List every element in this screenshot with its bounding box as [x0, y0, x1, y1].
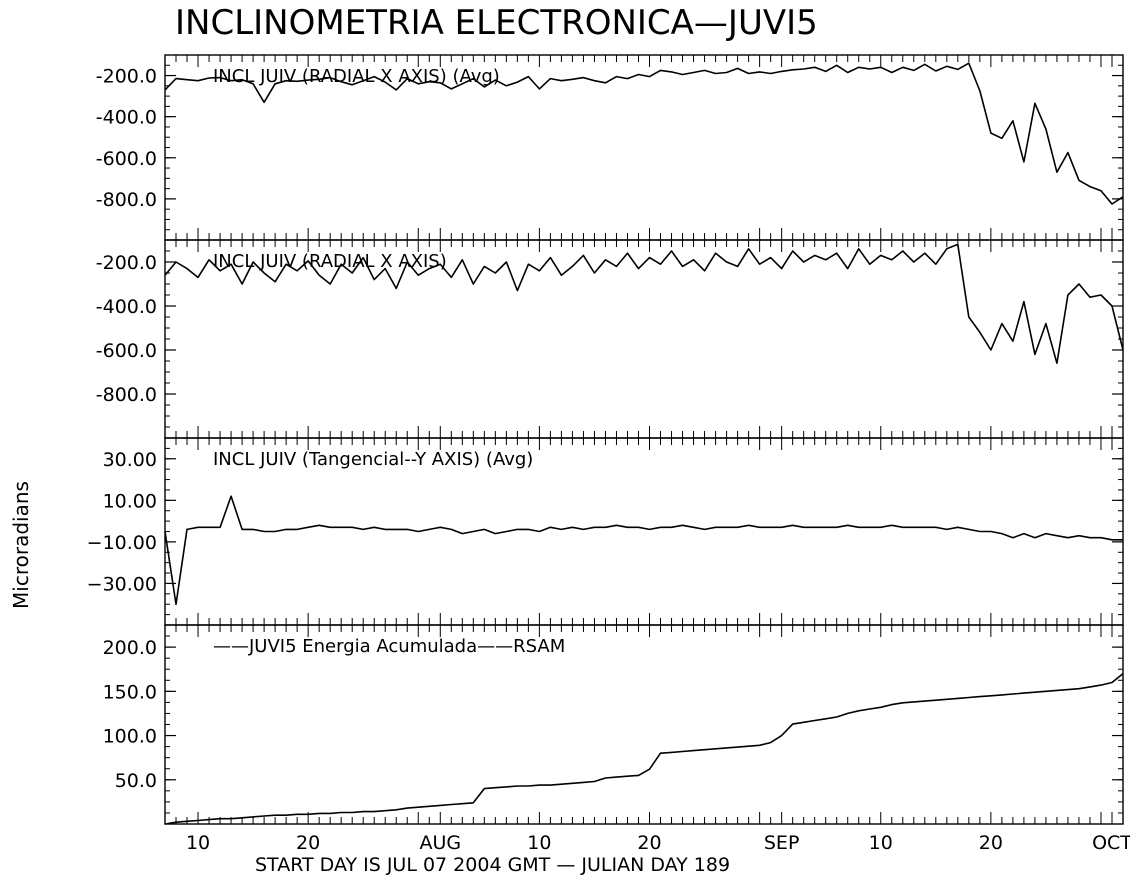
y-tick-label: 10.00	[103, 490, 157, 512]
y-tick-label: 150.0	[103, 681, 157, 703]
y-tick-label: -200.0	[96, 66, 157, 88]
x-tick-label: 20	[979, 832, 1003, 854]
y-tick-label: 30.00	[103, 449, 157, 471]
y-tick-label: 200.0	[103, 637, 157, 659]
x-tick-label: 10	[186, 832, 210, 854]
y-tick-label: -600.0	[96, 340, 157, 362]
series-line	[164, 243, 1124, 365]
series-line	[164, 672, 1124, 825]
y-tick-label: −30.00	[87, 573, 157, 595]
chart-panel-4: 200.0 150.0 100.0 50.0 ——JUVI5 Energia Acumu…	[103, 624, 1124, 825]
y-tick-label: -400.0	[96, 296, 157, 318]
x-tick-label: OCT	[1092, 832, 1130, 854]
x-tick-label: 20	[296, 832, 320, 854]
y-tick-label: -800.0	[96, 189, 157, 211]
panel-title: INCL JUIV (Tangencial--Y AXIS) (Avg)	[213, 449, 533, 470]
x-tick-label: 10	[527, 832, 551, 854]
y-tick-label: −10.00	[87, 532, 157, 554]
y-tick-label: -200.0	[96, 252, 157, 274]
y-tick-label: -600.0	[96, 148, 157, 170]
panel-title: ——JUVI5 Energia Acumulada——RSAM	[213, 636, 565, 657]
panel-title: INCL JUIV (RADIAL X AXIS)	[213, 251, 447, 272]
x-tick-label: AUG	[419, 832, 461, 854]
x-tick-label: 10	[869, 832, 893, 854]
chart-panel-3: 30.00 10.00 −10.00 −30.00 INCL JUIV (Tangenc…	[87, 437, 1124, 626]
footer-text: START DAY IS JUL 07 2004 GMT — JULIAN DA…	[255, 854, 730, 876]
series-line	[164, 62, 1124, 205]
panel-title: INCL JUIV (RADIAL X AXIS) (Avg)	[213, 66, 500, 87]
y-tick-label: -800.0	[96, 384, 157, 406]
y-tick-label: 50.0	[115, 770, 157, 792]
chart-title: INCLINOMETRIA ELECTRONICA—JUVI5	[175, 3, 818, 43]
chart-panel-2: -200.0 -400.0 -600.0 -800.0 INCL JUIV (RADIA…	[96, 239, 1124, 439]
x-tick-label: 20	[637, 832, 661, 854]
series-line	[164, 495, 1123, 606]
y-axis-label: Microradians	[9, 481, 33, 609]
y-tick-label: -400.0	[96, 107, 157, 129]
y-tick-label: 100.0	[103, 726, 157, 748]
x-tick-label: SEP	[764, 832, 800, 854]
chart-panel-1: -200.0 -400.0 -600.0 -800.0 INCL JUIV (RADIA…	[96, 54, 1124, 241]
